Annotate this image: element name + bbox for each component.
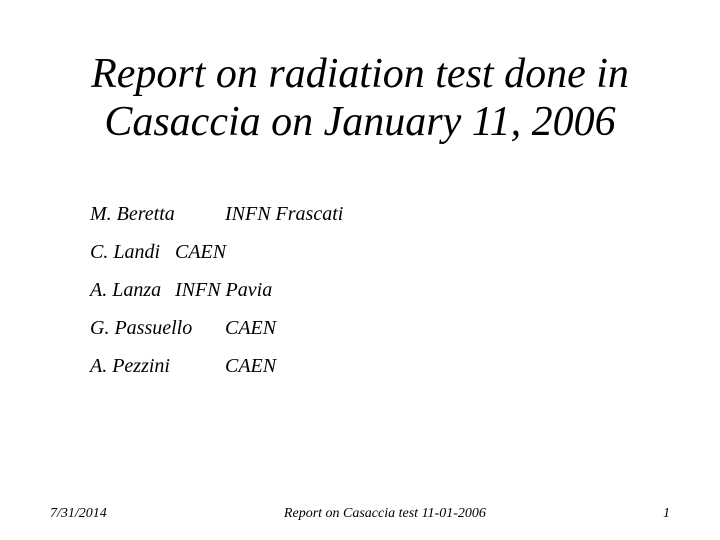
author-name: A. Lanza xyxy=(90,278,170,302)
slide-title: Report on radiation test done in Casacci… xyxy=(60,50,660,147)
author-row: M. Beretta INFN Frascati xyxy=(90,202,660,226)
author-name: M. Beretta xyxy=(90,202,220,226)
author-name: G. Passuello xyxy=(90,316,220,340)
author-name: C. Landi xyxy=(90,240,170,264)
author-row: C. Landi CAEN xyxy=(90,240,660,264)
author-affiliation: CAEN xyxy=(225,354,276,378)
authors-list: M. Beretta INFN Frascati C. Landi CAEN A… xyxy=(60,202,660,392)
author-affiliation: CAEN xyxy=(225,316,276,340)
footer-date: 7/31/2014 xyxy=(50,506,107,522)
author-row: A. Lanza INFN Pavia xyxy=(90,278,660,302)
slide: Report on radiation test done in Casacci… xyxy=(0,0,720,540)
author-affiliation: INFN Frascati xyxy=(225,202,343,226)
author-row: G. Passuello CAEN xyxy=(90,316,660,340)
author-name: A. Pezzini xyxy=(90,354,220,378)
footer-title: Report on Casaccia test 11-01-2006 xyxy=(284,506,486,522)
slide-footer: 7/31/2014 Report on Casaccia test 11-01-… xyxy=(0,506,720,522)
author-row: A. Pezzini CAEN xyxy=(90,354,660,378)
footer-page-number: 1 xyxy=(663,506,670,522)
author-affiliation: INFN Pavia xyxy=(175,278,272,302)
author-affiliation: CAEN xyxy=(175,240,226,264)
